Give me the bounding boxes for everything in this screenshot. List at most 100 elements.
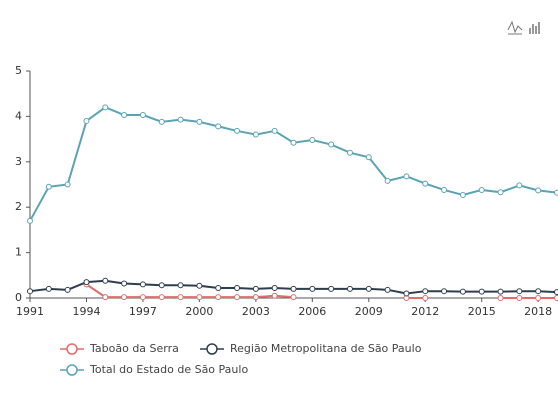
point: [234, 285, 241, 292]
point: [497, 288, 504, 295]
point: [83, 117, 90, 124]
point: [102, 104, 109, 111]
point: [516, 295, 523, 301]
point: [102, 277, 109, 284]
series-line: [29, 106, 558, 222]
series-line: [85, 283, 294, 299]
point: [215, 294, 222, 301]
point: [290, 139, 297, 146]
legend-label: Taboão da Serra: [89, 342, 179, 355]
point: [139, 112, 146, 119]
point: [384, 286, 391, 293]
y-tick-label: 3: [15, 155, 22, 168]
point: [234, 294, 241, 301]
point: [45, 183, 52, 190]
legend: Taboão da Serra Região Metropolitana de S…: [60, 342, 422, 376]
point: [121, 112, 128, 119]
point: [516, 182, 523, 189]
point: [45, 285, 52, 292]
point: [83, 279, 90, 286]
point: [459, 288, 466, 295]
point: [478, 186, 485, 193]
line-icon[interactable]: [507, 20, 523, 35]
point: [535, 187, 542, 194]
point: [234, 127, 241, 134]
legend-marker: [206, 343, 218, 355]
point: [158, 282, 165, 289]
point: [196, 294, 203, 301]
point: [459, 191, 466, 198]
point: [346, 149, 353, 156]
x-tick-label: 2003: [242, 305, 270, 318]
point: [554, 189, 558, 196]
point: [516, 288, 523, 295]
point: [121, 280, 128, 287]
point: [271, 127, 278, 134]
point: [177, 116, 184, 123]
legend-label: Região Metropolitana de São Paulo: [230, 342, 422, 355]
point: [64, 286, 71, 293]
point: [215, 123, 222, 130]
point: [422, 295, 429, 301]
point: [290, 294, 297, 301]
point: [535, 288, 542, 295]
point: [554, 295, 558, 301]
point: [328, 141, 335, 148]
y-tick-label: 0: [15, 291, 22, 304]
point: [196, 118, 203, 125]
point: [403, 290, 410, 297]
point: [177, 294, 184, 301]
point: [215, 285, 222, 292]
point: [64, 181, 71, 188]
legend-label: Total do Estado de São Paulo: [89, 363, 248, 376]
point: [346, 285, 353, 292]
point: [403, 173, 410, 180]
point: [158, 294, 165, 301]
bar-icon[interactable]: [529, 22, 540, 34]
x-tick-label: 2000: [185, 305, 213, 318]
point: [422, 180, 429, 187]
x-tick-label: 2009: [355, 305, 383, 318]
point: [309, 285, 316, 292]
point: [422, 288, 429, 295]
point: [365, 154, 372, 161]
point: [290, 285, 297, 292]
x-tick-label: 2012: [411, 305, 439, 318]
toolbar: [507, 20, 540, 35]
point: [102, 294, 109, 301]
point: [271, 285, 278, 292]
point: [252, 285, 259, 292]
point: [158, 118, 165, 125]
y-tick-label: 1: [15, 246, 22, 259]
point: [27, 217, 33, 224]
point: [252, 131, 259, 138]
point: [554, 289, 558, 296]
point: [177, 282, 184, 289]
x-tick-label: 2006: [298, 305, 326, 318]
point: [441, 186, 448, 193]
point: [328, 285, 335, 292]
point: [196, 282, 203, 289]
x-tick-label: 2015: [468, 305, 496, 318]
x-tick-label: 2018: [524, 305, 552, 318]
point: [139, 281, 146, 288]
x-tick-label: 1994: [72, 305, 100, 318]
point: [27, 288, 33, 295]
point: [497, 189, 504, 196]
point: [365, 285, 372, 292]
point: [441, 288, 448, 295]
x-tick-label: 1991: [16, 305, 44, 318]
y-tick-label: 2: [15, 200, 22, 213]
point: [309, 137, 316, 144]
point: [384, 177, 391, 184]
x-tick-label: 1997: [129, 305, 157, 318]
point: [252, 294, 259, 301]
legend-marker: [66, 364, 78, 376]
y-tick-label: 5: [15, 64, 22, 77]
y-tick-label: 4: [15, 109, 22, 122]
point: [535, 295, 542, 301]
point: [478, 288, 485, 295]
legend-marker: [66, 343, 78, 355]
point: [121, 294, 128, 301]
